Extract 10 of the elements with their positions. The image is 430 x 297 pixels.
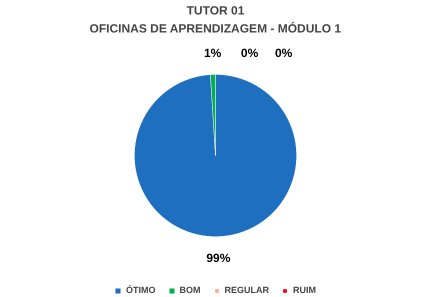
chart-subtitle: OFICINAS DE APRENDIZAGEM - MÓDULO 1 [89,22,342,36]
legend-label: REGULAR [224,285,269,295]
text: 0% [240,46,258,60]
text: 0% [274,46,292,60]
legend-label: RUIM [293,285,316,295]
legend-label: BOM [180,285,200,295]
data-label: 99% [206,251,231,266]
legend-label: ÓTIMO [126,285,156,295]
data-label: 1% [204,46,222,60]
chart-title: TUTOR 01 [186,4,245,18]
